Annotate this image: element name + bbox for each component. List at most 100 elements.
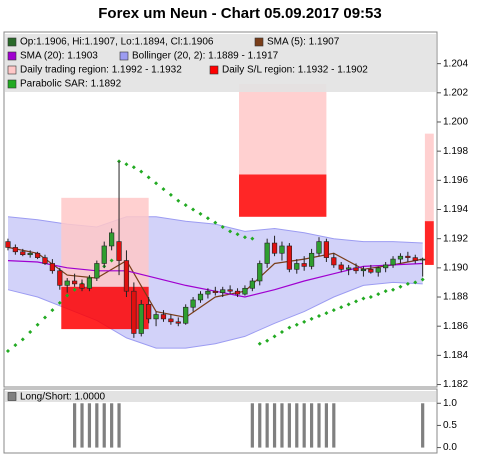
bar (295, 403, 299, 448)
candle-body (109, 232, 115, 247)
candle-body (123, 260, 130, 292)
legend-box (5, 391, 436, 402)
candle-body (34, 252, 41, 258)
sar-point (131, 165, 136, 170)
candle-body (94, 263, 100, 279)
region-trading (239, 84, 327, 175)
legend-label: SMA (20): 1.1903 (20, 51, 98, 62)
region-trading (424, 133, 434, 222)
bar (102, 403, 106, 448)
legend-swatch (7, 79, 17, 89)
candle-body (316, 241, 322, 254)
candle-body (12, 247, 18, 253)
candle-body (20, 251, 26, 256)
sar-point (405, 281, 410, 286)
chart-title: Forex um Neun - Chart 05.09.2017 09:53 (98, 5, 381, 22)
sar-point (391, 287, 396, 292)
sar-point (168, 192, 173, 197)
candle-body (346, 267, 352, 270)
bar (250, 403, 254, 448)
candle-body (375, 267, 381, 273)
legend-label: Op:1.1906, Hi:1.1907, Lo:1.1894, Cl:1.19… (20, 37, 214, 48)
y-tick-label: 1.182 (443, 379, 468, 390)
bar (87, 403, 92, 448)
candle-body (146, 304, 152, 320)
candle-body (294, 263, 300, 270)
bar (95, 403, 99, 448)
candle-body (331, 257, 337, 266)
sar-point (20, 337, 25, 342)
sar-point (354, 299, 359, 304)
candle-body (190, 299, 196, 308)
sar-point (316, 313, 321, 318)
candle-body (64, 280, 70, 286)
plot-area (5, 84, 434, 353)
region-sl (424, 221, 434, 265)
sar-point (213, 220, 218, 225)
sar-point (13, 343, 18, 348)
legend-label: Bollinger (20, 2): 1.1889 - 1.1917 (132, 51, 279, 62)
candle-body (131, 290, 137, 334)
legend-swatch (7, 65, 17, 75)
candle-body (42, 257, 48, 264)
candle-body (397, 255, 404, 260)
sar-point (28, 330, 33, 335)
candle-body (368, 269, 374, 273)
y-tick-label: 1.192 (443, 233, 468, 244)
sar-point (376, 292, 381, 297)
bar (309, 403, 314, 448)
sar-point (420, 277, 425, 282)
sma-line (7, 246, 423, 319)
candle-body (323, 241, 329, 258)
sar-point (398, 284, 403, 289)
sar-point (146, 175, 151, 180)
sar-point (198, 211, 203, 216)
bar (117, 403, 121, 448)
sar-point (383, 289, 388, 294)
sar-point (346, 302, 351, 307)
legend-swatch (209, 65, 219, 75)
candle-body (338, 264, 344, 270)
legend-label: SMA (5): 1.1907 (267, 37, 340, 48)
sar-point (183, 203, 188, 208)
candle-body (160, 314, 167, 320)
candle-body (360, 269, 367, 272)
bar (258, 403, 262, 448)
candle-body (234, 290, 241, 295)
candle-body (301, 263, 307, 267)
candle-body (183, 306, 189, 324)
sar-point (205, 216, 210, 221)
sar-point (302, 319, 307, 324)
legend-swatch (7, 51, 17, 61)
sar-point (361, 296, 366, 301)
candle-body (27, 252, 33, 256)
y-tick-label: 1.188 (443, 292, 468, 303)
candle-body (353, 267, 359, 272)
legend-box (5, 34, 436, 92)
candle-body (138, 304, 144, 334)
bar (280, 403, 284, 448)
candle-body (286, 245, 292, 270)
sar-point (235, 232, 240, 237)
sar-point (331, 308, 336, 313)
sar-point (220, 225, 225, 230)
sar-point (57, 300, 62, 305)
candle-body (242, 287, 248, 295)
sar-point (265, 338, 270, 343)
legend-swatch (7, 37, 17, 47)
legend-swatch (254, 37, 264, 47)
candle-body (271, 242, 278, 254)
legend-label: Parabolic SAR: 1.1892 (20, 79, 122, 90)
sar-point (191, 207, 196, 212)
candle-body (308, 252, 315, 267)
sar-point (42, 315, 47, 320)
y-tick-label: 0.5 (443, 420, 457, 431)
sar-point (139, 169, 144, 174)
candle-body (220, 289, 226, 293)
candle-body (249, 280, 255, 289)
bar (272, 403, 277, 448)
sar-point (35, 322, 40, 327)
sar-point (176, 198, 181, 203)
candle-body (116, 241, 122, 261)
